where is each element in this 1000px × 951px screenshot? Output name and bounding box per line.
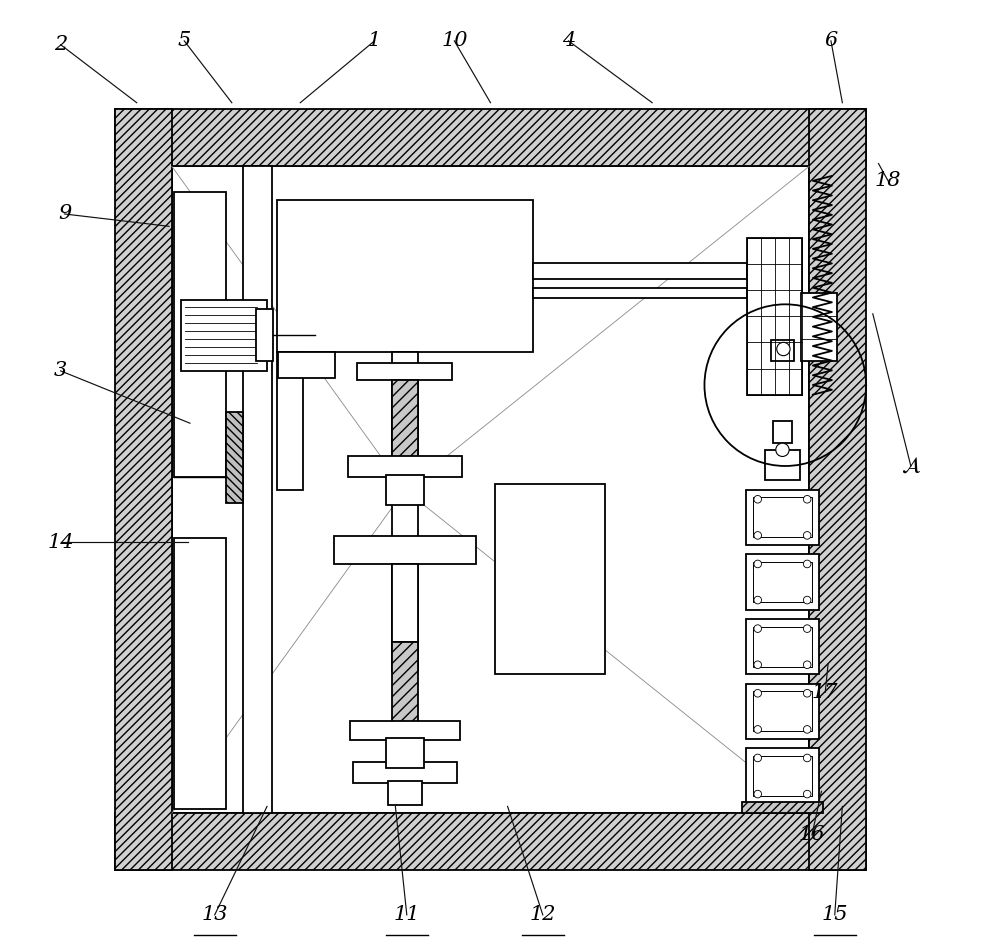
Circle shape (777, 342, 790, 356)
Text: 10: 10 (441, 31, 468, 50)
Bar (181, 300, 267, 371)
Bar (392, 380, 418, 457)
Circle shape (754, 790, 762, 798)
Bar (386, 738, 424, 768)
Bar (773, 421, 792, 443)
Circle shape (754, 532, 762, 539)
Bar (278, 352, 335, 378)
Text: 2: 2 (54, 35, 67, 54)
Bar (746, 554, 819, 610)
Text: $\mathcal{A}$: $\mathcal{A}$ (901, 456, 921, 476)
Text: 16: 16 (799, 825, 825, 844)
Text: 14: 14 (47, 533, 74, 552)
Bar (386, 475, 424, 505)
Bar (357, 363, 452, 380)
Bar (742, 802, 823, 813)
Bar (348, 456, 462, 476)
Bar (746, 619, 819, 674)
Text: 11: 11 (394, 905, 420, 924)
Bar (174, 192, 226, 476)
Bar (753, 562, 812, 602)
Text: 18: 18 (875, 171, 901, 190)
Bar (115, 109, 866, 166)
Bar (809, 109, 866, 870)
Bar (172, 166, 809, 813)
Circle shape (803, 495, 811, 503)
Circle shape (803, 754, 811, 762)
Circle shape (803, 596, 811, 604)
Bar (353, 762, 457, 783)
Text: 12: 12 (530, 905, 556, 924)
Bar (533, 288, 747, 298)
Bar (392, 564, 418, 642)
Bar (771, 340, 794, 361)
Text: 4: 4 (562, 31, 575, 50)
Bar (533, 263, 747, 279)
Circle shape (803, 625, 811, 632)
Text: 5: 5 (178, 31, 191, 50)
Bar (334, 535, 476, 564)
Bar (392, 352, 418, 670)
Bar (226, 412, 243, 503)
Bar (115, 813, 866, 870)
Bar (388, 781, 422, 805)
Bar (174, 537, 226, 809)
Circle shape (803, 689, 811, 697)
Bar (495, 484, 605, 674)
Bar (350, 721, 460, 740)
Bar (392, 642, 418, 723)
Circle shape (803, 790, 811, 798)
Circle shape (754, 689, 762, 697)
Circle shape (803, 532, 811, 539)
Circle shape (803, 560, 811, 568)
Circle shape (776, 443, 789, 456)
Bar (753, 627, 812, 667)
Circle shape (754, 661, 762, 669)
Bar (746, 684, 819, 739)
Circle shape (754, 754, 762, 762)
Bar (243, 166, 272, 813)
Bar (256, 309, 273, 361)
Circle shape (754, 495, 762, 503)
Circle shape (754, 596, 762, 604)
Bar (277, 352, 303, 490)
Bar (801, 293, 837, 361)
Bar (753, 691, 812, 731)
Bar (277, 200, 533, 352)
Text: 17: 17 (812, 683, 838, 702)
Bar (115, 109, 172, 870)
Circle shape (803, 661, 811, 669)
Circle shape (754, 726, 762, 733)
Text: 9: 9 (58, 204, 71, 223)
Bar (753, 497, 812, 537)
Circle shape (803, 726, 811, 733)
Text: 13: 13 (201, 905, 228, 924)
Bar (746, 490, 819, 545)
Bar (765, 450, 800, 480)
Text: 6: 6 (824, 31, 838, 50)
Circle shape (754, 560, 762, 568)
Text: 3: 3 (54, 361, 67, 380)
Bar (746, 748, 819, 804)
Bar (747, 238, 802, 395)
Bar (753, 756, 812, 796)
Text: 1: 1 (368, 31, 381, 50)
Text: 15: 15 (822, 905, 848, 924)
Circle shape (754, 625, 762, 632)
